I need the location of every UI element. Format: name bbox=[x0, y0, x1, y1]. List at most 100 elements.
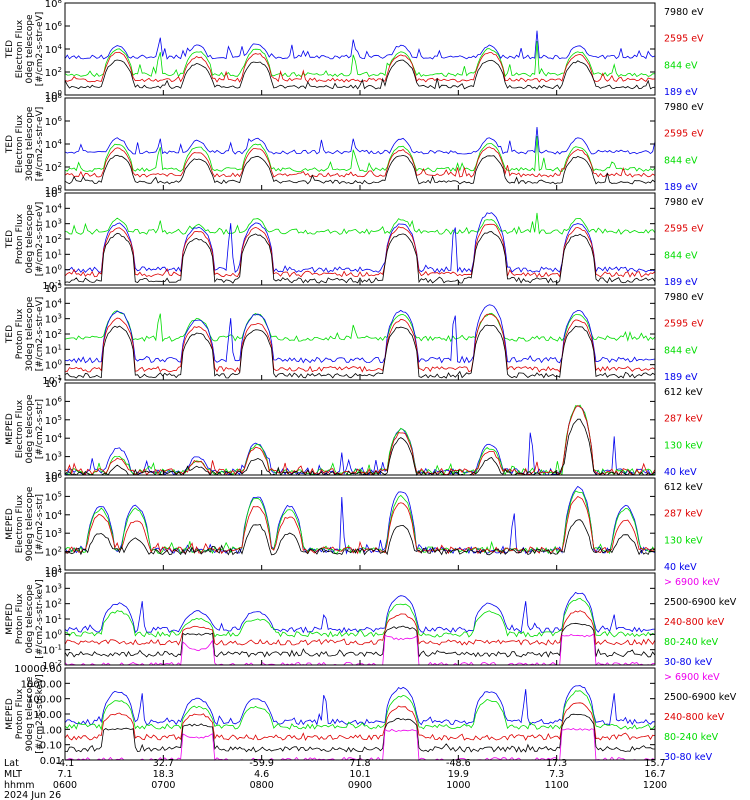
y-axis-label-line: [#/cm2-s-str-eV] bbox=[35, 297, 45, 372]
legend-entry: 2595 eV bbox=[664, 129, 704, 140]
legend-entry: 612 keV bbox=[664, 387, 703, 398]
panel-1: 100 102 104 106 108 TED Electron Flux 0deg tele… bbox=[5, 0, 704, 102]
legend-entry: 844 eV bbox=[664, 155, 698, 166]
mlt-tick-label: 19.9 bbox=[448, 769, 469, 780]
y-axis-label-line: [#/cm2-s-str-eV] bbox=[35, 202, 45, 277]
legend-entry: > 6900 keV bbox=[664, 672, 720, 683]
lat-tick-label: -4.1 bbox=[56, 758, 75, 769]
y-tick-label: 101 bbox=[45, 343, 62, 356]
y-tick-label: 108 bbox=[45, 92, 62, 105]
legend-entry: 7980 eV bbox=[664, 7, 704, 18]
y-tick-label: 108 bbox=[45, 0, 62, 10]
series-line-3 bbox=[64, 51, 656, 83]
y-tick-label: 104 bbox=[45, 432, 63, 445]
lat-tick-label: -59.9 bbox=[249, 758, 274, 769]
y-tick-label: 100.00 bbox=[27, 695, 62, 706]
lat-tick-label: 17.3 bbox=[546, 758, 567, 769]
y-axis-label-line: 0deg telescope bbox=[25, 14, 35, 84]
lat-tick-label: 15.7 bbox=[644, 758, 665, 769]
x-axis-row-label: Lat bbox=[4, 758, 19, 769]
y-tick-label: 106 bbox=[45, 115, 63, 128]
y-axis-label-line: MEPED bbox=[5, 603, 15, 635]
legend-entry: 30-80 keV bbox=[664, 657, 713, 668]
panel-frame bbox=[64, 192, 656, 286]
mlt-tick-label: 4.6 bbox=[254, 769, 269, 780]
y-axis-label-line: 30deg telescope bbox=[25, 106, 35, 181]
legend-entry: 2595 eV bbox=[664, 224, 704, 235]
y-tick-label: 105 bbox=[45, 490, 62, 503]
y-tick-label: 107 bbox=[45, 377, 62, 390]
series-line-3 bbox=[64, 223, 656, 278]
y-tick-label: 105 bbox=[45, 282, 62, 295]
y-tick-label: 101 bbox=[45, 248, 62, 261]
y-tick-label: 1000.00 bbox=[21, 679, 62, 690]
panel-7: 10-2 10-1 100 101 102 103 104 MEPED Proton Flux 0… bbox=[5, 567, 737, 672]
y-axis-label-line: Proton Flux bbox=[15, 308, 25, 359]
y-axis-label-line: [#/cm2-s-str-keV] bbox=[35, 579, 45, 658]
lat-tick-label: -48.6 bbox=[446, 758, 471, 769]
panel-frame bbox=[64, 667, 656, 761]
y-tick-label: 10.00 bbox=[33, 710, 62, 721]
y-tick-label: 100 bbox=[45, 628, 62, 641]
y-tick-label: 102 bbox=[45, 546, 62, 559]
y-axis-label-line: MEPED bbox=[5, 698, 15, 730]
time-tick-label: 0700 bbox=[151, 780, 175, 791]
y-axis-label-line: TED bbox=[5, 325, 15, 344]
series-line-4 bbox=[64, 324, 656, 379]
legend-entry: 189 eV bbox=[664, 182, 698, 193]
panel-8: 0.01 0.10 1.00 10.00 100.00 1000.00 10000.00 ME… bbox=[5, 664, 737, 767]
y-tick-label: 102 bbox=[45, 598, 62, 611]
mlt-tick-label: 7.3 bbox=[549, 769, 564, 780]
y-tick-label: 104 bbox=[45, 297, 63, 310]
legend-entry: 7980 eV bbox=[664, 102, 704, 113]
series-line-2 bbox=[64, 597, 656, 638]
legend-entry: 844 eV bbox=[664, 250, 698, 261]
y-axis-label-line: 90deg telescope bbox=[25, 676, 35, 751]
y-tick-label: 10000.00 bbox=[14, 664, 62, 675]
y-tick-label: 1.00 bbox=[40, 725, 62, 736]
mlt-tick-label: 16.7 bbox=[644, 769, 665, 780]
y-tick-label: 100 bbox=[45, 184, 62, 197]
y-tick-label: 10-2 bbox=[42, 659, 62, 672]
y-tick-label: 104 bbox=[45, 43, 63, 56]
series-line-2 bbox=[64, 490, 656, 555]
time-tick-label: 0800 bbox=[250, 780, 274, 791]
series-line-1 bbox=[64, 30, 656, 60]
series-line-4 bbox=[64, 622, 656, 658]
legend-entry: 130 keV bbox=[664, 440, 703, 451]
series-line-2 bbox=[64, 40, 656, 78]
legend-entry: 40 keV bbox=[664, 562, 697, 573]
series-line-3 bbox=[64, 496, 656, 555]
series-line-3 bbox=[64, 702, 656, 741]
time-tick-label: 1100 bbox=[545, 780, 569, 791]
legend-entry: 287 keV bbox=[664, 509, 703, 520]
y-tick-label: 106 bbox=[45, 472, 63, 485]
series-line-2 bbox=[64, 212, 656, 274]
y-axis-label-line: [#/cm2-s-str] bbox=[35, 399, 45, 459]
y-tick-label: 103 bbox=[45, 313, 62, 326]
y-axis-label-line: 30deg telescope bbox=[25, 296, 35, 371]
y-axis-label-line: Electron Flux bbox=[15, 494, 25, 553]
y-tick-label: 101 bbox=[45, 613, 62, 626]
series-line-3 bbox=[64, 146, 656, 178]
series-line-4 bbox=[64, 519, 656, 556]
y-tick-label: 10-1 bbox=[42, 279, 62, 292]
y-tick-label: 103 bbox=[45, 451, 62, 464]
lat-tick-label: 32.7 bbox=[153, 758, 174, 769]
time-tick-label: 0600 bbox=[53, 780, 77, 791]
y-tick-label: 103 bbox=[45, 527, 62, 540]
y-tick-label: 106 bbox=[45, 20, 63, 33]
y-axis-label-line: 90deg telescope bbox=[25, 486, 35, 561]
series-line-2 bbox=[64, 690, 656, 731]
y-tick-label: 103 bbox=[45, 582, 62, 595]
mlt-tick-label: 18.3 bbox=[153, 769, 174, 780]
series-line-4 bbox=[64, 418, 656, 476]
y-axis-label-line: 0deg telescope bbox=[25, 584, 35, 654]
y-axis-label-line: Proton Flux bbox=[15, 213, 25, 264]
y-axis-label-line: 0deg telescope bbox=[25, 394, 35, 464]
y-axis-label-line: Electron Flux bbox=[15, 399, 25, 458]
y-tick-label: 101 bbox=[45, 564, 62, 577]
series-line-4 bbox=[64, 713, 655, 753]
legend-entry: 287 keV bbox=[664, 414, 703, 425]
